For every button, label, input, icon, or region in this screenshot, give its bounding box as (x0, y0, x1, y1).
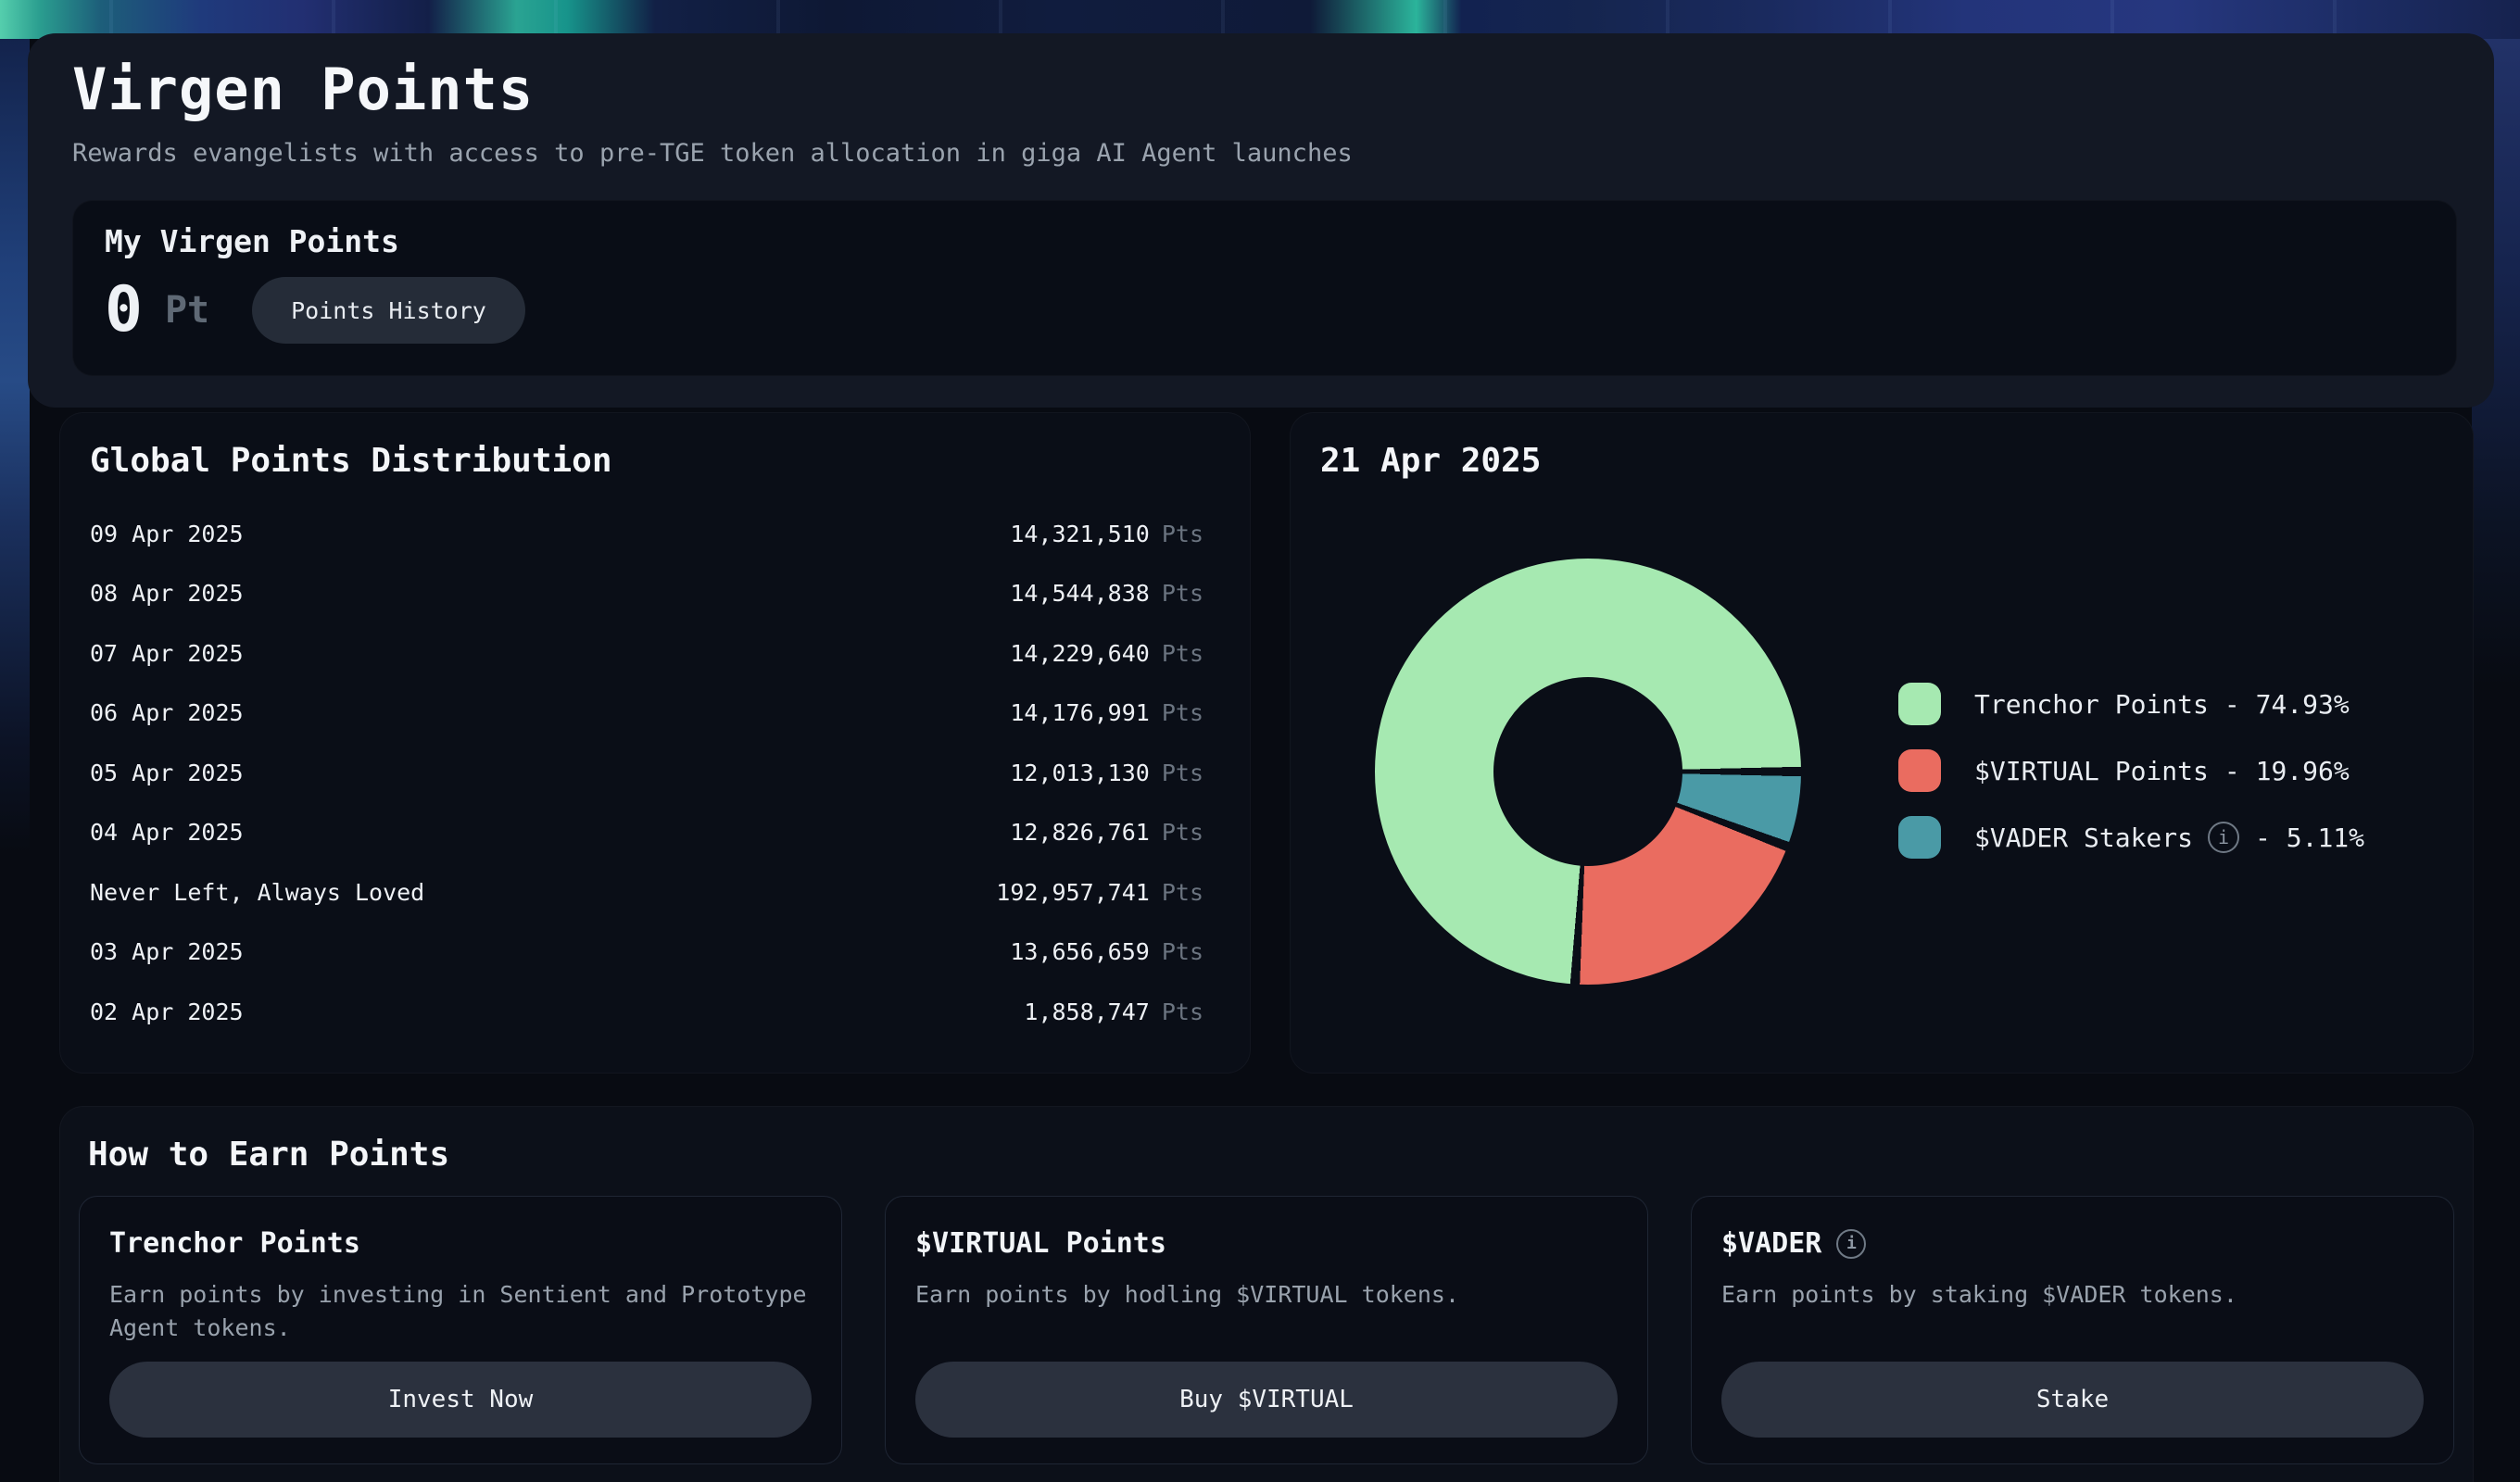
row-value: 192,957,741 Pts (996, 879, 1203, 906)
points-history-button[interactable]: Points History (252, 277, 525, 344)
info-icon[interactable]: i (2208, 822, 2240, 853)
earn-card-title-text: $VADER (1721, 1227, 1822, 1260)
how-to-earn-title: How to Earn Points (88, 1136, 450, 1174)
earn-card-description: Earn points by investing in Sentient and… (109, 1281, 807, 1341)
legend-item-virtual: $VIRTUAL Points - 19.96% (1898, 749, 2364, 792)
how-to-earn-panel: How to Earn Points Trenchor Points Earn … (59, 1106, 2474, 1482)
daily-distribution-card: 21 Apr 2025 Trenchor Points - 74.93% $VI… (1290, 412, 2474, 1074)
row-value: 13,656,659 Pts (1010, 938, 1203, 965)
stake-button[interactable]: Stake (1721, 1362, 2424, 1438)
row-label: 04 Apr 2025 (90, 819, 244, 847)
row-points: 14,544,838 (1010, 580, 1150, 608)
earn-card-title: Trenchor Points (109, 1226, 812, 1262)
legend-percent: - 74.93% (2224, 688, 2350, 720)
row-value: 14,229,640 Pts (1010, 640, 1203, 667)
row-unit: Pts (1161, 580, 1203, 608)
points-value: 0 (105, 273, 143, 346)
row-unit: Pts (1161, 520, 1203, 547)
row-points: 13,656,659 (1010, 938, 1150, 966)
row-unit: Pts (1161, 759, 1203, 786)
row-unit: Pts (1161, 998, 1203, 1025)
legend-percent: - 5.11% (2255, 822, 2365, 853)
global-distribution-card: Global Points Distribution 09 Apr 2025 1… (59, 412, 1251, 1074)
points-unit: Pt (164, 289, 210, 332)
row-value: 12,826,761 Pts (1010, 819, 1203, 846)
earn-card-description: Earn points by staking $VADER tokens. (1721, 1281, 2237, 1308)
legend-swatch-teal (1898, 816, 1941, 859)
earn-card-title-text: Trenchor Points (109, 1227, 360, 1260)
row-label: 06 Apr 2025 (90, 699, 244, 727)
earn-card-description: Earn points by hodling $VIRTUAL tokens. (915, 1281, 1459, 1308)
earn-card-virtual: $VIRTUAL Points Earn points by hodling $… (885, 1196, 1648, 1464)
row-label: 03 Apr 2025 (90, 938, 244, 966)
table-row: 04 Apr 2025 12,826,761 Pts (90, 803, 1203, 863)
aurora-background-strip (0, 0, 2520, 39)
invest-now-button[interactable]: Invest Now (109, 1362, 812, 1438)
global-distribution-title: Global Points Distribution (90, 442, 612, 480)
row-unit: Pts (1161, 878, 1203, 906)
page-title: Virgen Points (72, 56, 535, 123)
row-value: 1,858,747 Pts (1024, 998, 1203, 1025)
table-row: Never Left, Always Loved 192,957,741 Pts (90, 862, 1203, 923)
row-points: 14,321,510 (1010, 520, 1150, 547)
earn-card-vader: $VADER i Earn points by staking $VADER t… (1691, 1196, 2454, 1464)
row-points: 14,229,640 (1010, 639, 1150, 667)
legend-percent: - 19.96% (2224, 755, 2350, 786)
row-unit: Pts (1161, 639, 1203, 667)
legend-label: Trenchor Points (1974, 688, 2209, 720)
my-points-title: My Virgen Points (105, 223, 399, 259)
table-row: 09 Apr 2025 14,321,510 Pts (90, 504, 1203, 564)
row-points: 12,826,761 (1010, 819, 1150, 847)
info-icon[interactable]: i (1836, 1229, 1867, 1259)
background-left-glow (0, 39, 30, 854)
page-subtitle: Rewards evangelists with access to pre-T… (72, 139, 1353, 168)
earn-card-trenchor: Trenchor Points Earn points by investing… (79, 1196, 842, 1464)
row-label: 09 Apr 2025 (90, 520, 244, 547)
row-label: 07 Apr 2025 (90, 639, 244, 667)
table-row: 08 Apr 2025 14,544,838 Pts (90, 564, 1203, 624)
legend-item-vader: $VADER Stakers i - 5.11% (1898, 816, 2364, 859)
chart-legend: Trenchor Points - 74.93% $VIRTUAL Points… (1898, 683, 2364, 859)
row-points: 1,858,747 (1024, 998, 1150, 1025)
row-label: 02 Apr 2025 (90, 998, 244, 1025)
earn-card-title: $VIRTUAL Points (915, 1226, 1618, 1262)
table-row: 03 Apr 2025 13,656,659 Pts (90, 923, 1203, 983)
row-unit: Pts (1161, 938, 1203, 966)
distribution-list: 09 Apr 2025 14,321,510 Pts 08 Apr 2025 14… (90, 504, 1203, 1042)
row-label: Never Left, Always Loved (90, 878, 425, 906)
table-row: 05 Apr 2025 12,013,130 Pts (90, 743, 1203, 803)
table-row: 07 Apr 2025 14,229,640 Pts (90, 623, 1203, 684)
earn-cards-row: Trenchor Points Earn points by investing… (79, 1196, 2454, 1464)
row-value: 14,321,510 Pts (1010, 521, 1203, 547)
legend-label: $VIRTUAL Points (1974, 755, 2209, 786)
legend-swatch-green (1898, 683, 1941, 725)
row-label: 08 Apr 2025 (90, 580, 244, 608)
row-value: 12,013,130 Pts (1010, 760, 1203, 786)
earn-card-title: $VADER i (1721, 1226, 2424, 1262)
table-row: 02 Apr 2025 1,858,747 Pts (90, 982, 1203, 1042)
my-points-value-row: 0 Pt Points History (105, 277, 2425, 344)
row-unit: Pts (1161, 699, 1203, 727)
donut-chart (1375, 559, 1801, 985)
hero-panel: Virgen Points Rewards evangelists with a… (28, 33, 2494, 408)
chart-date-title: 21 Apr 2025 (1320, 442, 1542, 480)
legend-label: $VADER Stakers (1974, 822, 2194, 853)
buy-virtual-button[interactable]: Buy $VIRTUAL (915, 1362, 1618, 1438)
row-value: 14,176,991 Pts (1010, 699, 1203, 726)
row-unit: Pts (1161, 819, 1203, 847)
legend-item-trenchor: Trenchor Points - 74.93% (1898, 683, 2364, 725)
row-value: 14,544,838 Pts (1010, 580, 1203, 607)
row-points: 14,176,991 (1010, 699, 1150, 727)
row-points: 192,957,741 (996, 878, 1150, 906)
table-row: 06 Apr 2025 14,176,991 Pts (90, 684, 1203, 744)
my-points-card: My Virgen Points 0 Pt Points History (72, 200, 2457, 376)
earn-card-title-text: $VIRTUAL Points (915, 1227, 1166, 1260)
row-label: 05 Apr 2025 (90, 759, 244, 786)
legend-swatch-red (1898, 749, 1941, 792)
row-points: 12,013,130 (1010, 759, 1150, 786)
